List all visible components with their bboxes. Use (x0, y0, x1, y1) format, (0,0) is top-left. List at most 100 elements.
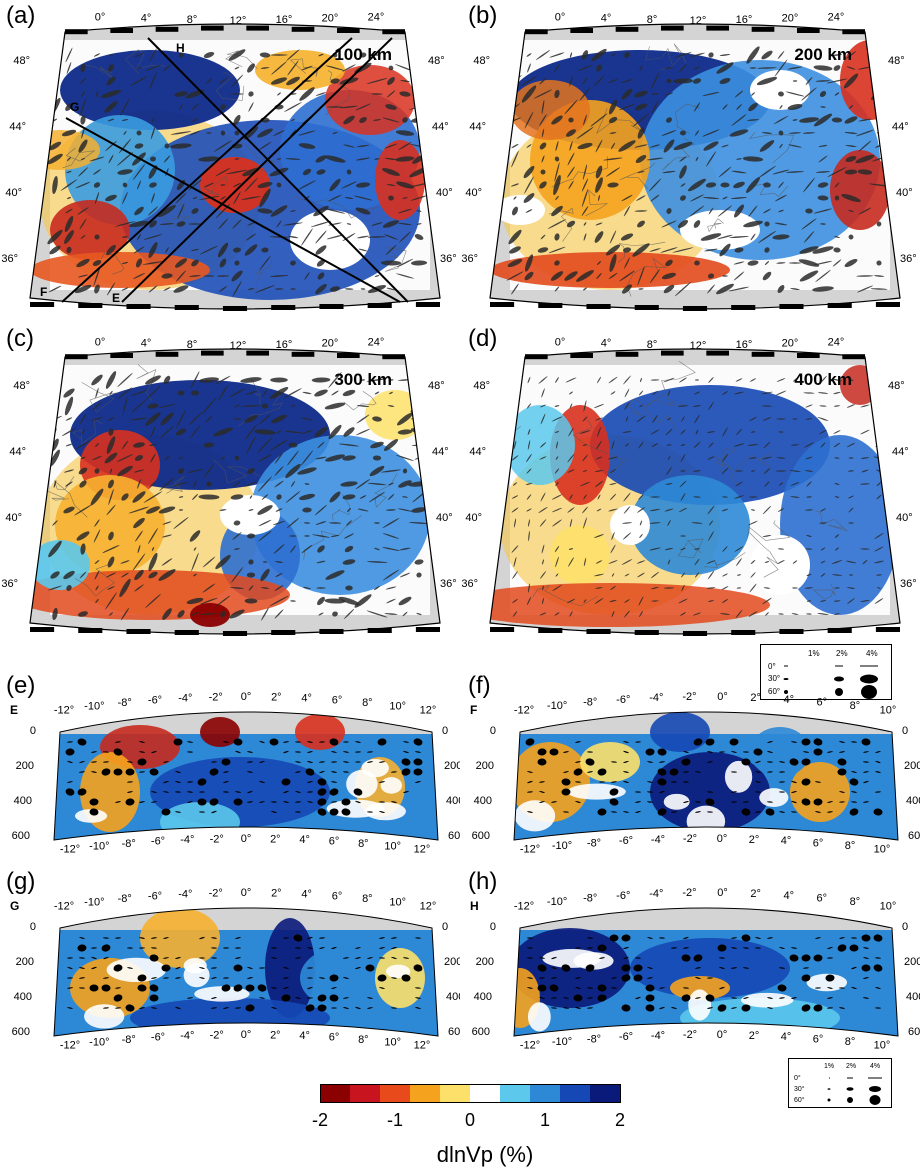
coastline (81, 382, 120, 413)
anisotropy-symbol (659, 987, 665, 989)
anisotropy-symbol (213, 427, 233, 437)
anisotropy-symbol (283, 937, 289, 939)
lon-label: 8° (187, 339, 198, 351)
anisotropy-symbol (622, 284, 632, 294)
anisotropy-symbol (93, 182, 101, 188)
anisotropy-symbol (368, 491, 386, 503)
anisotropy-symbol (67, 760, 73, 764)
anisotropy-symbol (635, 791, 641, 793)
section-top-lon: 6° (332, 890, 343, 902)
anisotropy-symbol (520, 75, 538, 87)
anisotropy-symbol (605, 167, 621, 177)
anisotropy-symbol (679, 165, 687, 179)
section-top-lon: 10° (880, 704, 897, 716)
anisotropy-symbol (575, 741, 581, 743)
anisotropy-symbol (231, 270, 243, 282)
anisotropy-symbol (202, 583, 216, 593)
anisotropy-symbol (751, 470, 755, 472)
anisotropy-symbol (215, 375, 231, 385)
anisotropy-symbol (733, 443, 745, 447)
anisotropy-symbol (834, 587, 840, 589)
anisotropy-symbol (271, 987, 277, 989)
anisotropy-symbol (827, 166, 847, 178)
anisotropy-symbol (93, 53, 101, 57)
anisotropy-symbol (736, 587, 742, 589)
anisotropy-symbol (729, 129, 749, 137)
section-bottom-lon: 4° (781, 835, 792, 847)
anisotropy-symbol (831, 378, 843, 382)
colorbar: -2 -1 0 1 2 (312, 1084, 625, 1130)
anisotropy-symbol (63, 506, 75, 514)
anisotropy-symbol (244, 423, 258, 441)
section-bottom-lon: 8° (358, 1034, 369, 1046)
anisotropy-symbol (587, 771, 593, 773)
anisotropy-symbol (734, 546, 744, 552)
anisotropy-symbol (743, 751, 749, 753)
anisotropy-symbol (540, 413, 546, 425)
anisotropy-symbol (151, 791, 157, 793)
anisotropy-symbol (301, 544, 313, 554)
anisotropy-symbol (707, 791, 713, 793)
anisotropy-symbol (573, 768, 583, 776)
anisotropy-symbol (389, 391, 393, 395)
anisotropy-symbol (683, 781, 689, 783)
anisotropy-symbol (94, 570, 100, 580)
anisotropy-symbol (551, 801, 557, 803)
frame-tick (367, 303, 392, 308)
lat-label-left: 36° (1, 578, 18, 590)
anisotropy-symbol (820, 547, 826, 551)
anisotropy-symbol (707, 505, 715, 515)
anisotropy-symbol (875, 106, 883, 108)
frame-tick (382, 354, 405, 360)
colorbar-swatch (590, 1084, 621, 1103)
anisotropy-symbol (94, 234, 100, 240)
anisotropy-symbol (610, 544, 616, 554)
anisotropy-symbol (583, 400, 587, 412)
anisotropy-symbol (762, 505, 772, 515)
anisotropy-symbol (373, 585, 381, 591)
anisotropy-symbol (175, 428, 187, 436)
anisotropy-symbol (695, 997, 701, 999)
panel-c: (c) 0° 4° 8° 12° 16° 20° 24° 48° 48° 44° 44° 40° 40°… (0, 325, 460, 645)
anisotropy-symbol (708, 401, 714, 411)
anisotropy-symbol (133, 273, 145, 279)
anisotropy-symbol (277, 92, 281, 96)
anisotropy-symbol (403, 741, 409, 743)
anisotropy-symbol (399, 547, 411, 551)
anisotropy-symbol (695, 156, 699, 162)
anisotropy-symbol (623, 205, 631, 217)
anisotropy-symbol (597, 494, 601, 500)
anisotropy-symbol (722, 390, 728, 396)
anisotropy-symbol (860, 429, 870, 435)
coastline (84, 64, 114, 79)
frame-tick (682, 631, 708, 636)
anisotropy-symbol (261, 403, 269, 409)
anisotropy-symbol (831, 117, 843, 123)
anisotropy-symbol (359, 52, 367, 58)
anisotropy-symbol (211, 761, 217, 763)
anisotropy-symbol (695, 771, 701, 773)
gap-region (610, 505, 650, 545)
gap-region (183, 957, 207, 974)
anisotropy-symbol (259, 760, 265, 764)
anisotropy-symbol (575, 986, 581, 990)
anisotropy-symbol (103, 937, 109, 939)
section-depth-left: 0 (490, 921, 496, 933)
anisotropy-symbol (175, 770, 181, 774)
anisotropy-symbol (385, 509, 397, 511)
anisotropy-symbol (815, 171, 831, 173)
anisotropy-symbol (595, 560, 603, 564)
anisotropy-symbol (122, 236, 128, 238)
anisotropy-symbol (388, 195, 394, 201)
anisotropy-symbol (563, 811, 569, 813)
anisotropy-symbol (551, 967, 557, 969)
anisotropy-symbol (162, 608, 172, 620)
anisotropy-symbol (105, 592, 117, 610)
legend2-r3: 60° (794, 1096, 805, 1104)
anisotropy-symbol (806, 481, 812, 487)
anisotropy-symbol (341, 798, 351, 806)
anisotropy-symbol (145, 64, 161, 72)
anisotropy-symbol (707, 751, 713, 753)
anisotropy-symbol (779, 967, 785, 969)
coastline (212, 458, 261, 484)
